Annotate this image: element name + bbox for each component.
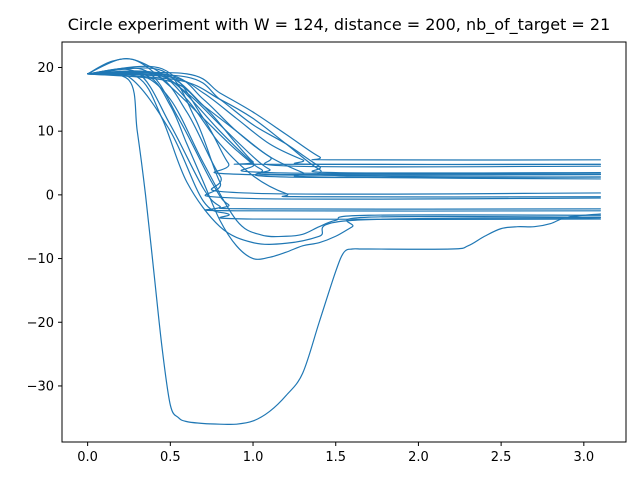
- series-line-7: [87, 67, 601, 210]
- series-line-19: [87, 73, 601, 174]
- y-tick-label: 20: [37, 61, 54, 76]
- y-tick-label: 10: [37, 125, 54, 140]
- x-tick-label: 3.0: [573, 450, 594, 465]
- x-tick-label: 1.5: [325, 450, 346, 465]
- axes-frame: [61, 41, 627, 443]
- axes-group: 0.0 0.5 1.0 1.5 2.0 2.5 3.0 20 10 0 −10 −20 −30: [27, 41, 627, 465]
- series-line-21: [87, 73, 601, 180]
- series-group: [87, 58, 601, 426]
- series-line-5: [87, 71, 601, 221]
- series-line-17: [87, 73, 601, 166]
- x-tick-label: 2.0: [408, 450, 429, 465]
- series-line-1: [87, 73, 601, 426]
- series-line-2: [87, 71, 601, 260]
- x-tick-label: 0.0: [77, 450, 98, 465]
- series-line-20: [87, 71, 601, 161]
- y-tick-label: 0: [46, 188, 54, 203]
- series-line-3: [87, 72, 601, 245]
- y-tick-label: −20: [27, 316, 54, 331]
- y-tick-label: −10: [27, 252, 54, 267]
- x-tick-label: 1.0: [243, 450, 264, 465]
- x-tick-label: 2.5: [491, 450, 512, 465]
- series-line-4: [87, 71, 601, 238]
- series-line-14: [87, 71, 601, 176]
- series-line-9: [87, 67, 601, 200]
- y-tick-label: −30: [27, 379, 54, 394]
- series-line-13: [87, 58, 601, 175]
- x-tick-label: 0.5: [160, 450, 181, 465]
- chart-title: Circle experiment with W = 124, distance…: [68, 15, 611, 35]
- series-line-6: [87, 68, 601, 212]
